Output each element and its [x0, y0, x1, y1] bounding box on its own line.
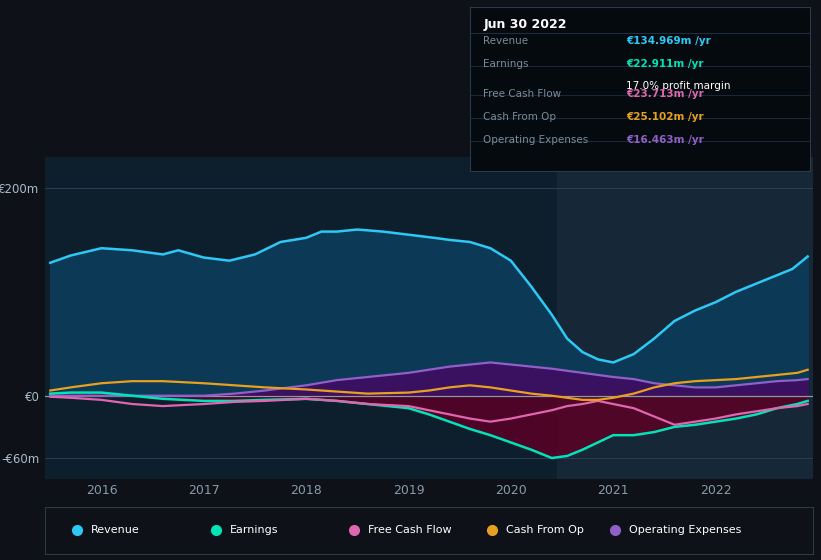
Text: Free Cash Flow: Free Cash Flow [484, 88, 562, 99]
Text: 17.0% profit margin: 17.0% profit margin [626, 81, 731, 91]
Text: Cash From Op: Cash From Op [506, 525, 584, 535]
Text: Earnings: Earnings [484, 59, 529, 69]
Text: Earnings: Earnings [229, 525, 277, 535]
Text: €22.911m /yr: €22.911m /yr [626, 59, 704, 69]
Text: Cash From Op: Cash From Op [484, 112, 557, 122]
Text: Operating Expenses: Operating Expenses [629, 525, 741, 535]
Text: Operating Expenses: Operating Expenses [484, 135, 589, 144]
Bar [557, 157, 813, 479]
Text: €16.463m /yr: €16.463m /yr [626, 135, 704, 144]
Text: Revenue: Revenue [91, 525, 140, 535]
Text: Revenue: Revenue [484, 36, 529, 46]
Text: Jun 30 2022: Jun 30 2022 [484, 18, 566, 31]
Text: Free Cash Flow: Free Cash Flow [368, 525, 452, 535]
Text: €25.102m /yr: €25.102m /yr [626, 112, 704, 122]
Text: €134.969m /yr: €134.969m /yr [626, 36, 711, 46]
Text: €23.713m /yr: €23.713m /yr [626, 88, 704, 99]
